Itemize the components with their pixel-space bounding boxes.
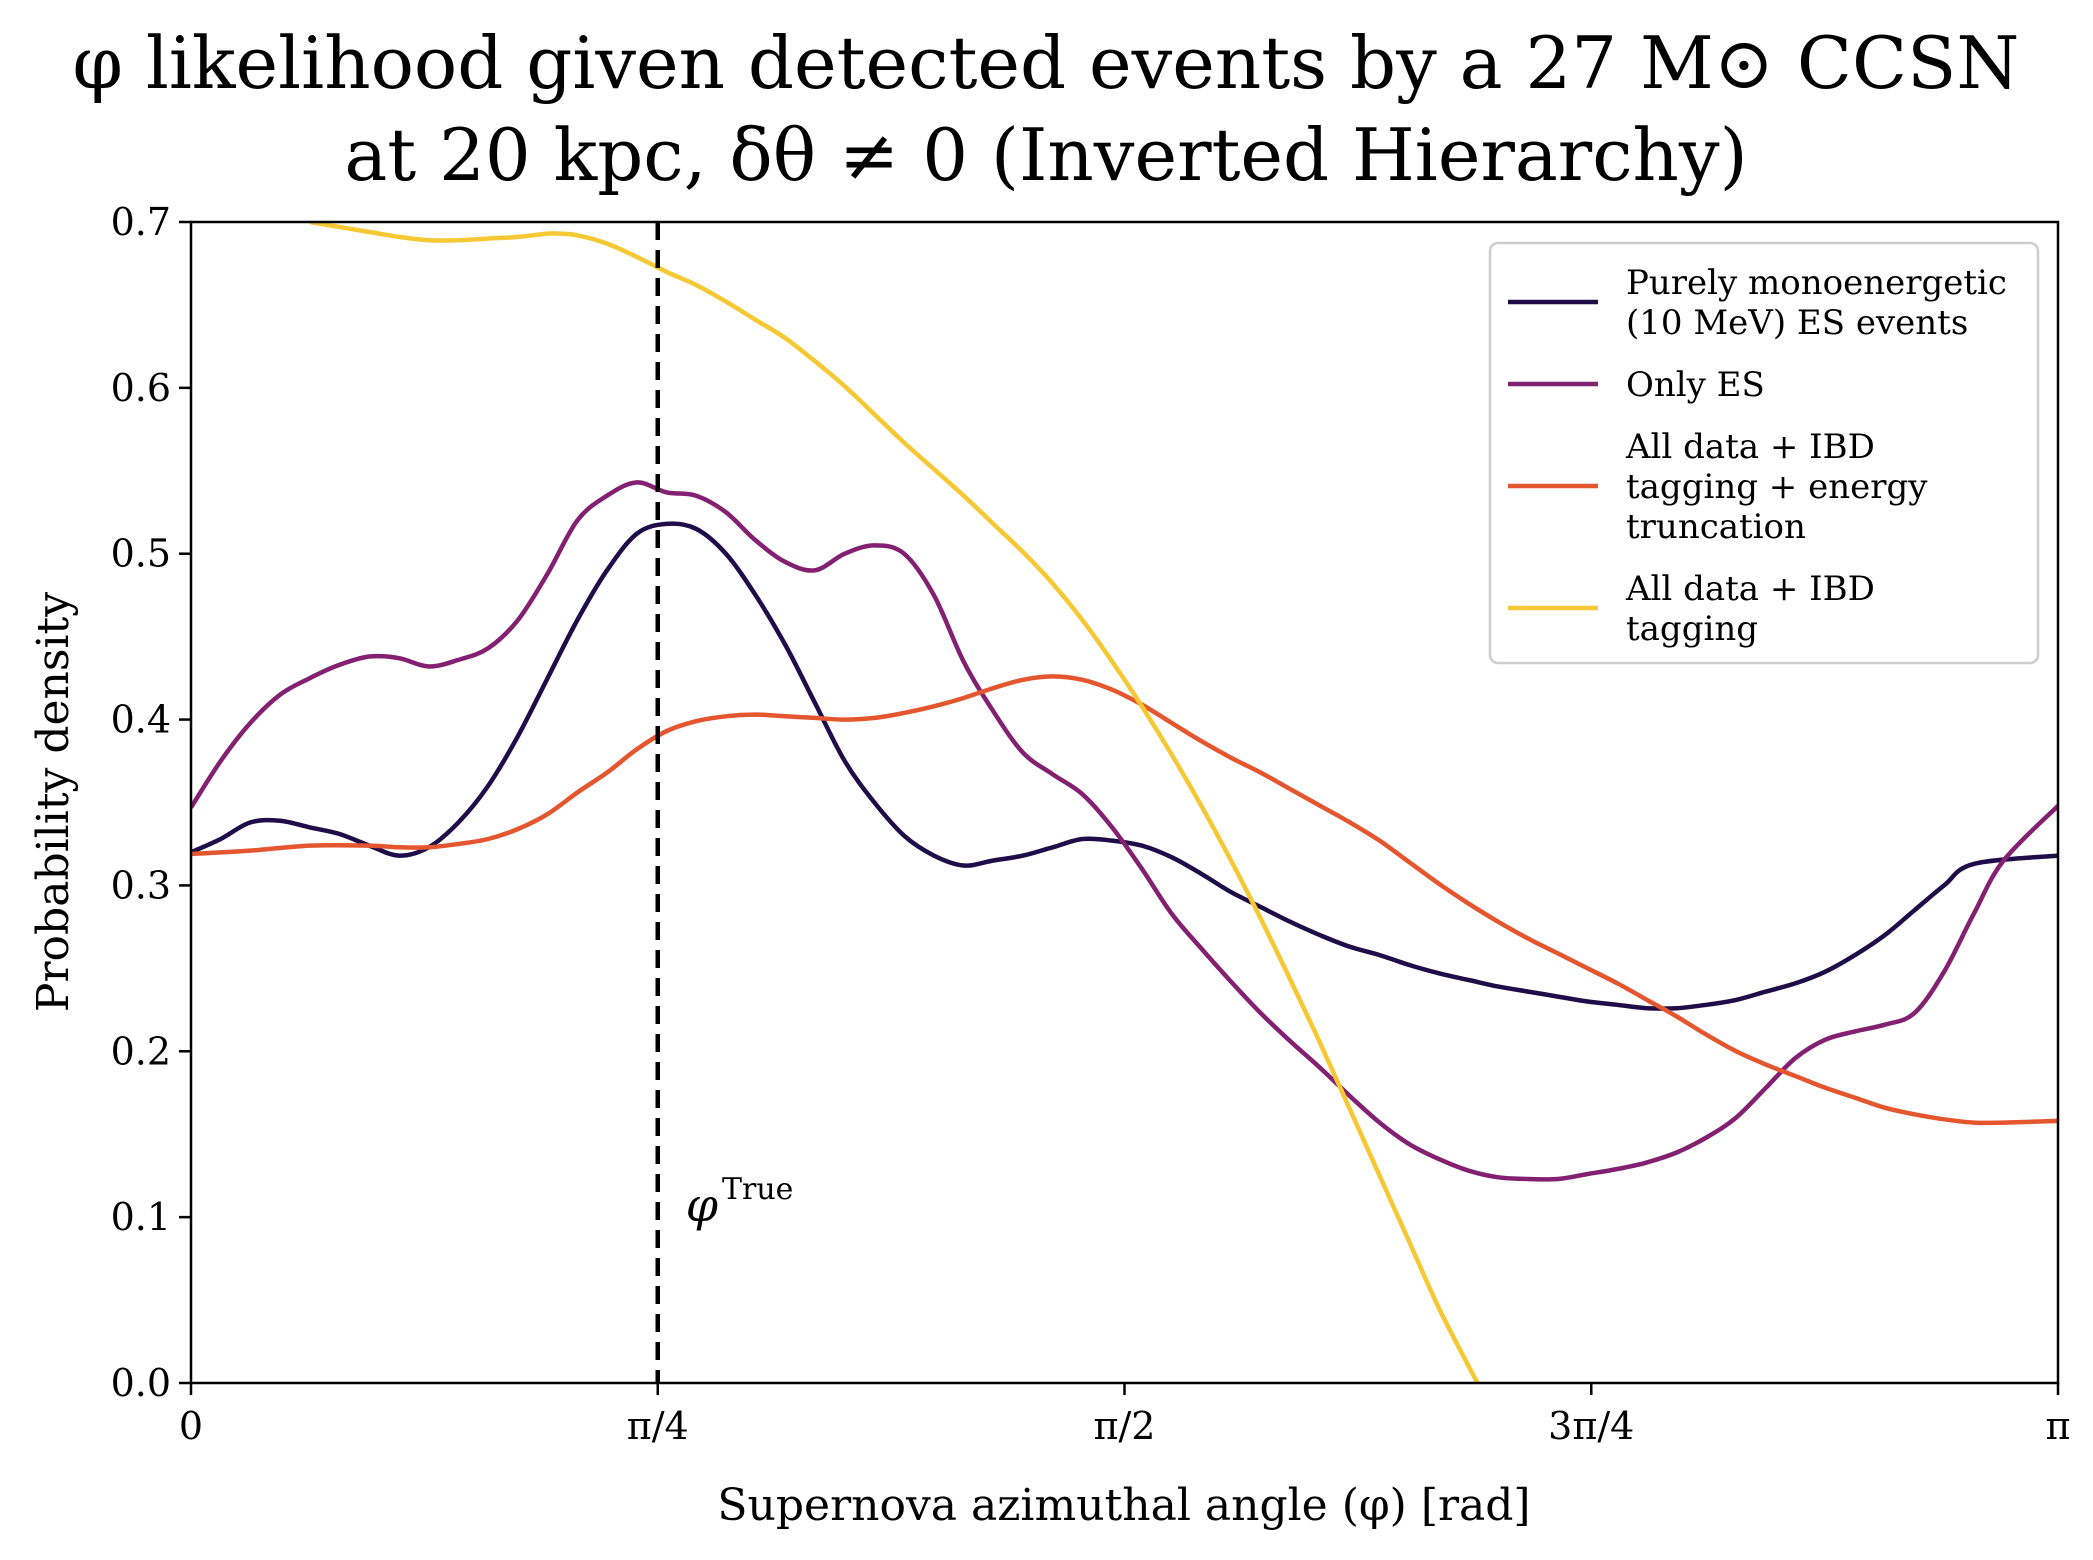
legend-label-3-line-2: tagging + energy xyxy=(1626,467,1928,507)
series-line-4 xyxy=(309,222,1480,1383)
x-tick-label-3: 3π/4 xyxy=(1548,1404,1634,1448)
y-tick-label-4: 0.4 xyxy=(111,698,171,742)
y-tick-label-2: 0.2 xyxy=(111,1029,171,1073)
x-tick-label-1: π/4 xyxy=(627,1404,689,1448)
legend-label-3-line-1: All data + IBD xyxy=(1625,427,1875,467)
x-tick-label-4: π xyxy=(2046,1404,2071,1448)
y-tick-label-0: 0.0 xyxy=(111,1361,171,1405)
y-tick-label-7: 0.7 xyxy=(111,200,171,244)
series-line-2 xyxy=(191,480,2058,1182)
series-layer xyxy=(191,222,2058,1383)
true-phi-annotation-base: φ xyxy=(686,1178,719,1232)
x-tick-label-2: π/2 xyxy=(1094,1404,1156,1448)
legend-label-1-line-1: Purely monoenergetic xyxy=(1626,263,2007,303)
series-line-3 xyxy=(191,674,2058,1126)
y-tick-label-1: 0.1 xyxy=(111,1195,171,1239)
chart-title-line1: φ likelihood given detected events by a … xyxy=(73,21,2020,105)
legend-label-1-line-2: (10 MeV) ES events xyxy=(1626,303,1968,343)
x-tick-label-0: 0 xyxy=(179,1404,203,1448)
chart-title-line2: at 20 kpc, δθ ≠ 0 (Inverted Hierarchy) xyxy=(344,113,1747,197)
y-axis-label: Probability density xyxy=(28,592,79,1012)
legend-label-4-line-1: All data + IBD xyxy=(1625,569,1875,609)
series-line-1 xyxy=(191,521,2058,1011)
true-phi-annotation-sup: True xyxy=(722,1172,793,1207)
legend-label-4-line-2: tagging xyxy=(1626,609,1758,649)
y-tick-label-5: 0.5 xyxy=(111,532,171,576)
x-axis-label: Supernova azimuthal angle (φ) [rad] xyxy=(717,1480,1530,1531)
legend: Purely monoenergetic(10 MeV) ES events On… xyxy=(1488,241,2040,665)
y-tick-label-6: 0.6 xyxy=(111,366,171,410)
true-phi-annotation: φ True xyxy=(686,1172,794,1232)
legend-label-2-line-1: Only ES xyxy=(1626,365,1765,405)
x-axis-ticks: 0 π/4 π/2 3π/4 π xyxy=(179,1383,2071,1448)
legend-label-3-line-3: truncation xyxy=(1626,507,1806,547)
y-tick-label-3: 0.3 xyxy=(111,863,171,907)
y-axis-ticks: 0.0 0.1 0.2 0.3 0.4 0.5 0.6 0.7 xyxy=(111,200,191,1405)
legend-box xyxy=(1488,241,2040,665)
